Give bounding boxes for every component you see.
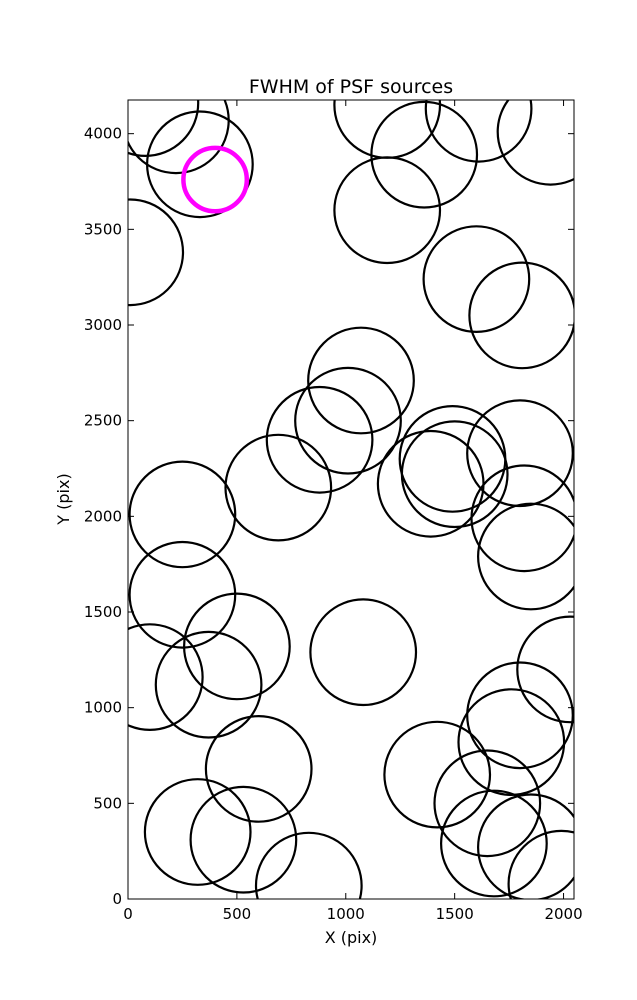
x-tick-label: 500: [223, 905, 252, 923]
psf-source-circle: [224, 433, 333, 542]
psf-source-circle: [128, 540, 237, 649]
source-circles: [128, 100, 574, 899]
psf-source-circle: [477, 793, 574, 899]
psf-source-circle: [189, 785, 298, 894]
y-tick-label: 3500: [84, 220, 122, 238]
psf-source-circle: [154, 630, 263, 739]
psf-source-circle: [143, 778, 252, 886]
psf-source-circle: [128, 100, 200, 157]
plot-frame: [127, 99, 575, 900]
y-tick-label: 0: [112, 890, 122, 908]
psf-source-circle: [383, 720, 492, 829]
chart-title: FWHM of PSF sources: [249, 76, 453, 98]
psf-source-circle: [496, 100, 574, 186]
y-axis-label: Y (pix): [54, 473, 73, 525]
psf-source-circle: [477, 502, 574, 611]
psf-source-circle: [470, 464, 574, 573]
axis-ticks: 0 500 1000 1500 2000 0 500 1000 1500 2000 2500 3000…: [84, 100, 583, 923]
x-tick-label: 2000: [544, 905, 582, 923]
x-axis-label: X (pix): [325, 928, 378, 947]
y-tick-label: 1500: [84, 603, 122, 621]
psf-source-circle: [128, 623, 204, 731]
y-tick-label: 1000: [84, 699, 122, 717]
x-tick-label: 1000: [327, 905, 365, 923]
psf-source-circle: [145, 110, 254, 219]
y-tick-label: 4000: [84, 125, 122, 143]
psf-source-circle: [468, 261, 574, 370]
psf-source-circle: [466, 399, 574, 508]
psf-source-circle: [424, 100, 533, 163]
x-tick-label: 0: [123, 905, 133, 923]
psf-source-circle: [294, 366, 402, 475]
y-tick-label: 2000: [84, 507, 122, 525]
psf-source-circle: [516, 615, 574, 724]
y-tick-label: 3000: [84, 316, 122, 334]
y-tick-label: 500: [93, 794, 122, 812]
psf-source-circle: [309, 598, 418, 707]
psf-source-circle: [440, 789, 548, 898]
psf-source-circle: [507, 829, 574, 899]
psf-source-circle: [182, 592, 291, 701]
psf-source-circle: [204, 715, 313, 823]
psf-source-circle: [307, 326, 415, 435]
psf-source-circle: [265, 385, 374, 494]
psf-source-circle: [400, 420, 509, 529]
psf-source-circle: [370, 100, 479, 209]
psf-source-circle: [254, 831, 363, 899]
highlighted-source-circle: [181, 145, 250, 214]
psf-source-circle: [457, 688, 566, 796]
psf-source-circle: [128, 460, 237, 569]
psf-source-circle: [466, 661, 574, 770]
y-tick-label: 2500: [84, 412, 122, 430]
psf-source-circle: [422, 225, 531, 334]
x-tick-label: 1500: [436, 905, 474, 923]
psf-source-circle: [433, 749, 542, 858]
psf-source-circle: [333, 156, 442, 265]
psf-source-circle: [128, 198, 185, 307]
